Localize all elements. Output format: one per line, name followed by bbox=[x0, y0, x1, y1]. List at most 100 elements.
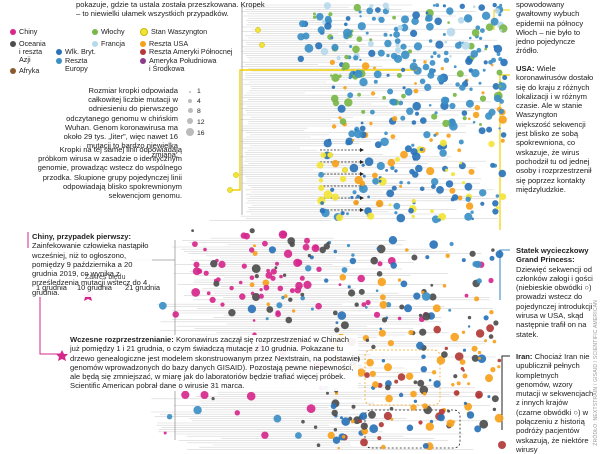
sample-dot bbox=[442, 119, 450, 128]
sample-dot bbox=[385, 384, 391, 391]
sample-dot bbox=[434, 111, 438, 115]
size-dot bbox=[186, 128, 194, 136]
sample-dot bbox=[158, 301, 167, 310]
sample-dot bbox=[395, 47, 401, 54]
sample-dot bbox=[415, 111, 419, 116]
sample-dot bbox=[351, 253, 355, 257]
sample-dot bbox=[381, 317, 388, 323]
sample-dot bbox=[442, 33, 446, 36]
sample-dot bbox=[479, 123, 482, 126]
iran-note-title: Iran: bbox=[516, 352, 533, 361]
sample-dot bbox=[364, 306, 368, 309]
sample-dot bbox=[405, 248, 409, 252]
sample-dot bbox=[471, 29, 480, 37]
sample-dot bbox=[395, 157, 400, 162]
sample-dot bbox=[346, 243, 351, 248]
sample-dot bbox=[377, 436, 382, 441]
sample-dot bbox=[318, 184, 325, 191]
intro-text: pokazuje, gdzie ta ustala została przesz… bbox=[76, 0, 266, 18]
sample-dot bbox=[381, 444, 386, 450]
sample-dot bbox=[360, 186, 364, 190]
sample-dot bbox=[475, 390, 483, 399]
sample-dot bbox=[310, 307, 314, 311]
sample-dot bbox=[364, 157, 374, 166]
legend-item-rest-europe: Reszta Europy bbox=[56, 57, 95, 73]
sample-dot bbox=[457, 17, 465, 24]
sample-dot bbox=[291, 309, 296, 313]
sample-dot bbox=[401, 50, 410, 60]
sample-dot bbox=[340, 416, 343, 420]
sample-dot bbox=[378, 177, 387, 186]
sample-dot bbox=[475, 25, 481, 31]
sample-dot bbox=[394, 169, 398, 173]
sample-dot bbox=[408, 207, 414, 214]
sample-dot bbox=[488, 140, 495, 148]
sample-dot bbox=[461, 330, 466, 334]
sample-dot bbox=[268, 246, 276, 254]
sample-dot bbox=[492, 208, 499, 215]
sample-dot bbox=[331, 73, 340, 82]
sample-dot bbox=[431, 370, 437, 375]
sample-dot bbox=[439, 149, 447, 157]
sample-dot bbox=[191, 229, 195, 233]
sample-dot bbox=[459, 161, 463, 165]
sample-dot bbox=[461, 258, 466, 263]
sample-dot bbox=[349, 163, 359, 173]
sample-dot bbox=[432, 304, 441, 313]
sample-dot bbox=[400, 115, 406, 121]
sample-dot bbox=[462, 373, 468, 379]
sample-dot bbox=[390, 417, 394, 421]
sample-dot bbox=[394, 379, 399, 384]
sample-dot bbox=[316, 266, 322, 272]
sample-dot bbox=[354, 302, 359, 307]
sample-dot bbox=[488, 334, 494, 339]
sample-dot bbox=[464, 212, 473, 221]
sample-dot bbox=[283, 294, 288, 299]
sample-dot bbox=[483, 60, 488, 65]
sample-dot bbox=[441, 351, 448, 358]
sample-dot bbox=[413, 399, 418, 403]
sample-dot bbox=[254, 274, 259, 279]
sample-dot bbox=[499, 29, 503, 32]
sample-dot bbox=[370, 256, 379, 265]
sample-dot bbox=[378, 16, 385, 23]
sample-dot bbox=[438, 408, 445, 415]
sample-dot bbox=[287, 237, 296, 245]
sample-dot bbox=[399, 304, 405, 310]
sample-dot bbox=[490, 63, 494, 67]
sample-dot bbox=[311, 244, 320, 253]
sample-dot bbox=[229, 285, 234, 291]
sample-dot bbox=[400, 280, 408, 288]
sample-dot bbox=[456, 381, 461, 386]
error-range-label: Zakres błędu bbox=[85, 274, 126, 281]
legend-dot bbox=[140, 58, 146, 64]
sample-dot bbox=[339, 118, 347, 125]
sample-dot bbox=[320, 47, 329, 56]
sample-dot bbox=[457, 148, 462, 153]
sample-dot bbox=[299, 275, 305, 281]
sample-dot bbox=[464, 182, 473, 191]
sample-dot bbox=[476, 47, 482, 53]
sample-dot bbox=[459, 359, 466, 365]
ship-note-title: Statek wycieczkowy Grand Princess: bbox=[516, 246, 589, 265]
arrow-head bbox=[360, 172, 364, 176]
sample-dot bbox=[428, 104, 432, 107]
error-range-ticks: 1 grudnia 10 grudnia 21 grudnia bbox=[36, 283, 160, 292]
sample-dot bbox=[485, 374, 493, 383]
sample-dot bbox=[454, 352, 464, 361]
sample-dot bbox=[344, 54, 349, 60]
sample-dot bbox=[246, 391, 256, 401]
sample-dot bbox=[352, 45, 360, 54]
sample-dot bbox=[396, 213, 406, 223]
sample-dot bbox=[411, 120, 417, 125]
sample-dot bbox=[358, 419, 363, 424]
sample-dot bbox=[379, 327, 383, 331]
size-dot bbox=[188, 99, 192, 103]
sample-dot bbox=[319, 207, 326, 214]
sample-dot bbox=[430, 209, 434, 214]
sample-dot bbox=[448, 308, 452, 312]
sample-dot bbox=[367, 40, 374, 47]
sample-dot bbox=[337, 104, 346, 113]
sample-dot bbox=[304, 43, 314, 53]
sample-dot bbox=[357, 22, 366, 31]
